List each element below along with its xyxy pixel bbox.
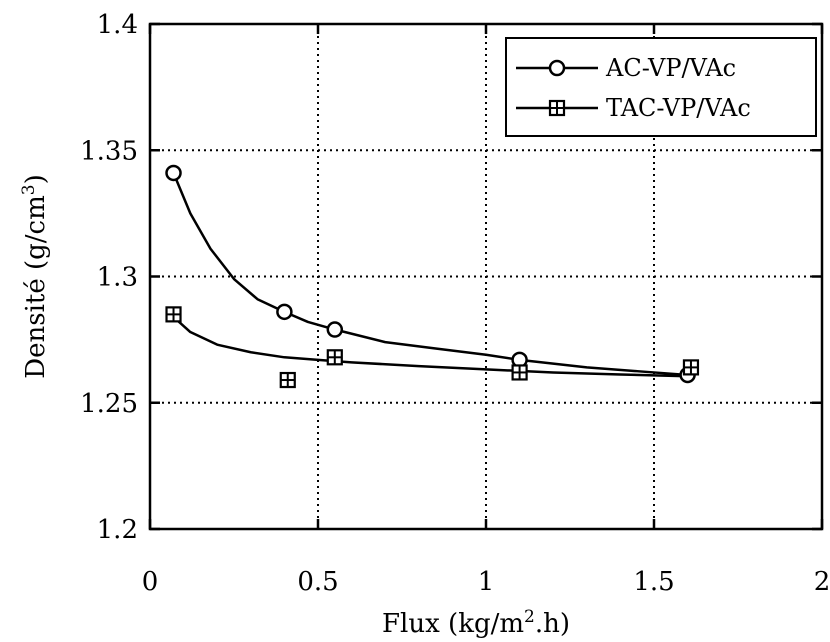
data-point-tac — [165, 306, 182, 323]
tick-labels: 0 0.5 1 1.5 2 1.2 1.25 1.3 1.35 1.4 — [80, 10, 830, 597]
y-tick-label: 1.3 — [97, 263, 138, 293]
y-tick-label: 1.4 — [97, 10, 138, 40]
legend: AC-VP/VAc TAC-VP/VAc — [505, 37, 817, 137]
y-tick-label: 1.2 — [97, 515, 138, 545]
y-tick-label: 1.35 — [80, 136, 138, 166]
axis-ticks — [148, 22, 824, 531]
data-point-tac — [511, 364, 528, 381]
data-point-ac — [165, 164, 182, 182]
x-tick-label: 0 — [142, 567, 159, 597]
legend-label: TAC-VP/VAc — [606, 94, 751, 122]
data-point-tac — [326, 349, 343, 366]
x-tick-label: 2 — [814, 567, 830, 597]
legend-box — [505, 37, 817, 137]
fitted-curves — [172, 172, 688, 378]
data-point-tac — [279, 371, 296, 389]
x-tick-label: 1 — [478, 567, 495, 597]
y-tick-label: 1.25 — [80, 389, 138, 419]
data-point-tac — [682, 359, 700, 376]
x-axis-title: Flux (kg/m2.h) — [382, 607, 570, 639]
legend-items: AC-VP/VAc TAC-VP/VAc — [516, 54, 751, 122]
legend-marker — [548, 99, 566, 117]
data-point-ac — [276, 303, 293, 321]
series-curve — [172, 315, 688, 378]
data-point-ac — [326, 321, 344, 338]
x-tick-label: 1.5 — [633, 567, 674, 597]
legend-marker — [548, 59, 566, 77]
data-markers — [165, 164, 700, 389]
legend-label: AC-VP/VAc — [605, 54, 736, 82]
y-axis-title: Densité (g/cm3) — [19, 174, 51, 378]
x-tick-label: 0.5 — [297, 567, 338, 597]
series-curve — [172, 172, 688, 377]
